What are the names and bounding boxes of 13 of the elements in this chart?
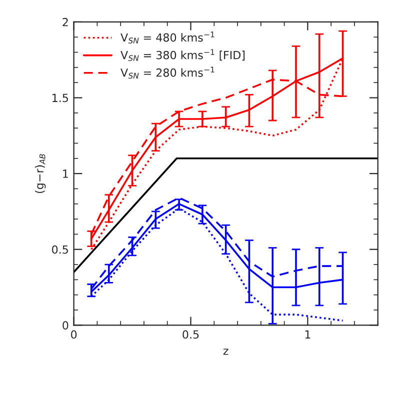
legend-label: V$_{SN}$ = 480 kms$^{−1}$ <box>120 32 214 44</box>
y-axis-title: (g−r)$_{AB}$ <box>34 154 46 193</box>
legend-label: V$_{SN}$ = 280 kms$^{−1}$ <box>120 66 214 79</box>
legend-label: V$_{SN}$ = 380 kms$^{−1}$ [FID] <box>120 49 245 62</box>
y-tick-label: 1.5 <box>52 94 68 102</box>
x-tick-label: 0.5 <box>182 330 199 339</box>
x-tick-label: 1 <box>305 330 310 338</box>
y-tick-label: 1 <box>63 170 68 178</box>
x-axis-title: z <box>223 348 228 355</box>
x-tick-label: 0 <box>71 330 77 339</box>
y-tick-label: 0.5 <box>52 245 68 254</box>
y-tick-label: 0 <box>62 321 68 330</box>
y-tick-label: 2 <box>62 18 68 26</box>
